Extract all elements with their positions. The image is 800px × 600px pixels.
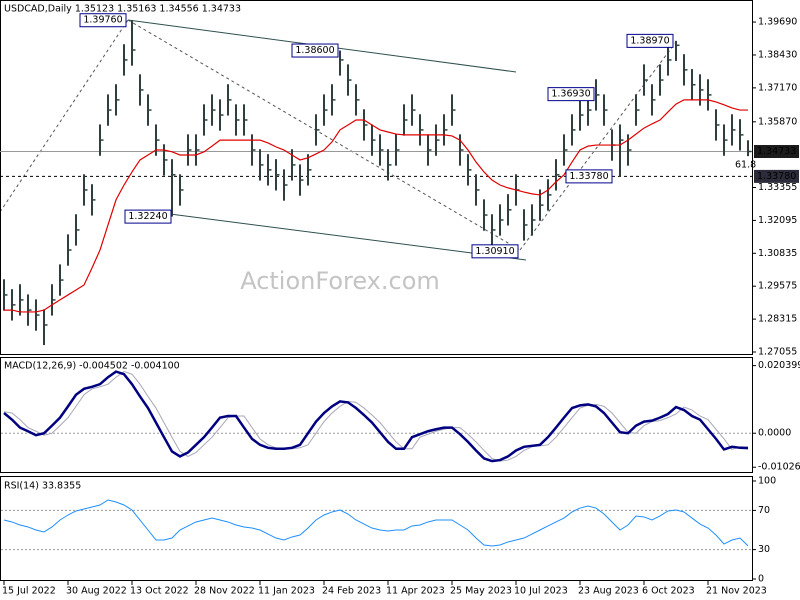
y-tick-label: 100: [758, 476, 776, 487]
y-tick-label: 0.020399: [758, 360, 800, 371]
y-tick-label: 1.35870: [758, 116, 797, 127]
annotation-box: [547, 87, 595, 102]
x-tick-label: 6 Oct 2023: [642, 586, 695, 597]
annotation-box: [565, 169, 613, 184]
annotation-label: 1.33780: [569, 171, 608, 182]
price-marker: [754, 169, 799, 183]
annotation-label: 1.36930: [551, 89, 590, 100]
annotation-box: [626, 33, 674, 48]
y-tick-label: 1.28315: [758, 314, 797, 325]
watermark: ActionForex.com: [240, 267, 440, 295]
x-tick-label: 24 Feb 2023: [322, 586, 381, 597]
x-tick-label: 23 Aug 2023: [578, 586, 639, 597]
y-tick-label: 1.39690: [758, 17, 797, 28]
annotation-box: [79, 13, 127, 28]
macd-title: MACD(12,26,9) -0.004502 -0.004100: [4, 361, 180, 372]
price-marker-label: 1.33780: [757, 171, 796, 182]
y-tick-label: -0.01026: [758, 462, 800, 473]
y-tick-label: 1.38430: [758, 49, 797, 60]
annotation-box: [291, 43, 339, 58]
price-marker-label: 1.34733: [757, 146, 796, 157]
trend-line: [0, 19, 129, 213]
indicator-line: [3, 499, 749, 547]
annotation-box: [124, 209, 172, 224]
annotation-label: 1.30910: [475, 246, 514, 257]
x-tick-label: 15 Jul 2022: [2, 586, 56, 597]
y-tick-label: 0.0000: [758, 428, 791, 439]
y-tick-label: 70: [758, 505, 770, 516]
y-tick-label: 0: [758, 574, 764, 585]
x-tick-label: 25 May 2023: [450, 586, 512, 597]
x-tick-label: 11 Apr 2023: [386, 586, 445, 597]
price-marker: [754, 145, 799, 159]
annotation-label: 1.32240: [128, 211, 167, 222]
annotation-label: 1.38970: [630, 35, 669, 46]
macd-panel-frame: [0, 357, 753, 473]
chart-title: USDCAD,Daily 1.35123 1.35163 1.34556 1.3…: [4, 4, 241, 15]
y-tick-label: 1.27055: [758, 347, 797, 358]
fib-label: 61.8: [735, 160, 756, 171]
price-panel-frame: [0, 0, 753, 355]
channel-line: [169, 213, 527, 261]
trend-line: [519, 41, 677, 251]
annotation-label: 1.38600: [295, 45, 334, 56]
x-tick-label: 21 Nov 2023: [706, 586, 767, 597]
y-tick-label: 30: [758, 544, 770, 555]
y-tick-label: 1.37170: [758, 82, 797, 93]
x-tick-label: 10 Jul 2023: [514, 586, 568, 597]
x-tick-label: 13 Oct 2022: [130, 586, 189, 597]
indicator-line: [3, 370, 749, 463]
y-tick-label: 1.30835: [758, 248, 797, 259]
y-tick-label: 1.29575: [758, 281, 797, 292]
y-tick-label: 1.33355: [758, 182, 797, 193]
rsi-title: RSI(14) 33.8355: [4, 481, 81, 492]
rsi-panel-frame: [0, 476, 753, 581]
moving-average: [4, 99, 748, 313]
x-tick-label: 30 Aug 2022: [66, 586, 127, 597]
indicator-line: [3, 371, 748, 462]
x-tick-label: 28 Nov 2022: [194, 586, 255, 597]
trend-line: [127, 19, 521, 251]
x-tick-label: 11 Jan 2023: [258, 586, 315, 597]
annotation-label: 1.39760: [83, 15, 122, 26]
annotation-box: [471, 244, 519, 259]
y-tick-label: 1.32095: [758, 215, 797, 226]
